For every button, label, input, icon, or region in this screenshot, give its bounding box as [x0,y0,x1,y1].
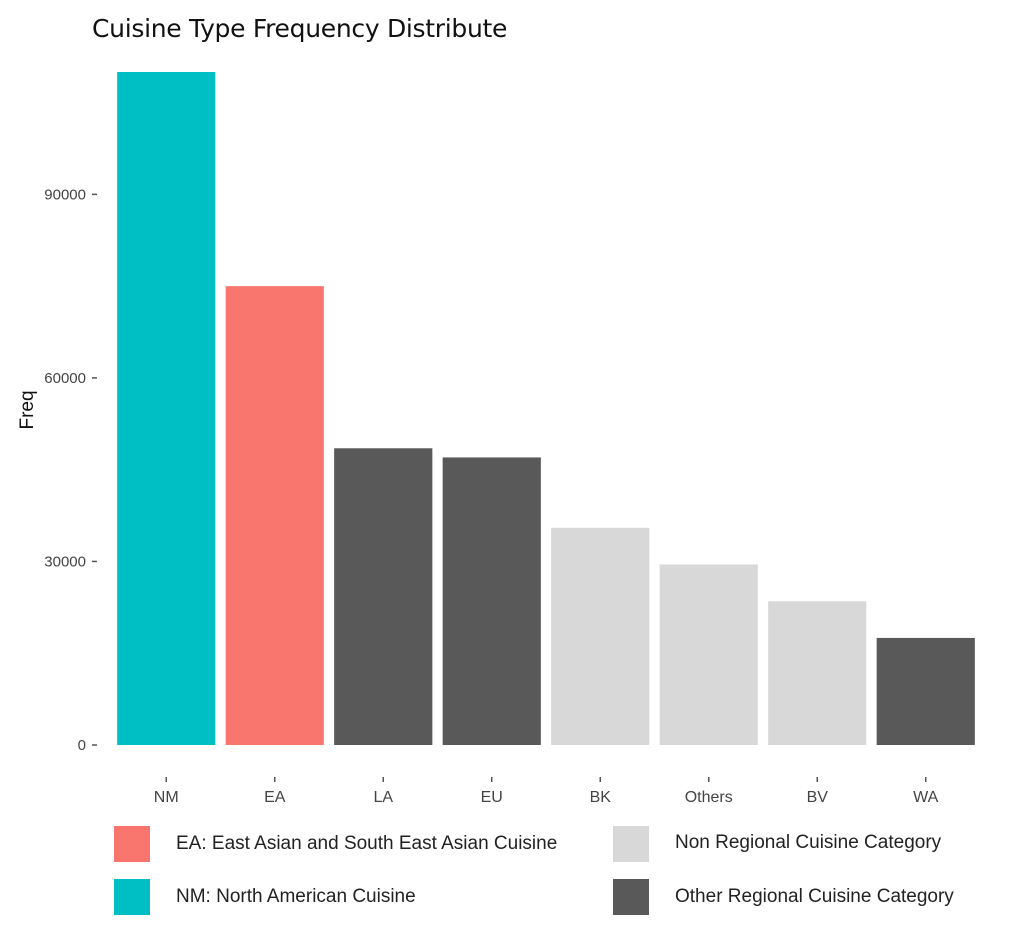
bar-others [659,564,758,745]
bar-nm [117,72,216,745]
y-tick-label: 30000 [44,553,86,570]
x-tick-label-bk: BK [590,789,612,806]
bars-group [117,72,975,745]
y-tick-label: 0 [78,737,86,754]
x-tick-label-eu: EU [481,789,503,806]
y-tick-label: 90000 [44,186,86,203]
x-tick-label-nm: NM [154,789,179,806]
y-tick-label: 60000 [44,370,86,387]
y-axis-label: Freq [17,390,38,429]
bar-bk [551,527,650,745]
x-tick-label-la: LA [373,789,393,806]
x-tick-label-bv: BV [807,789,829,806]
bar-bv [768,601,867,745]
bar-la [334,448,433,745]
bar-ea [225,286,324,745]
x-tick-label-wa: WA [913,789,939,806]
x-tick-label-ea: EA [264,789,286,806]
x-tick-label-others: Others [685,789,733,806]
y-axis: 0 30000 60000 90000 [44,186,97,754]
chart-title: Cuisine Type Frequency Distribute [92,14,508,43]
bar-eu [442,457,541,745]
bar-wa [876,637,975,745]
x-axis: NM EA LA EU BK Others BV WA [154,777,939,806]
